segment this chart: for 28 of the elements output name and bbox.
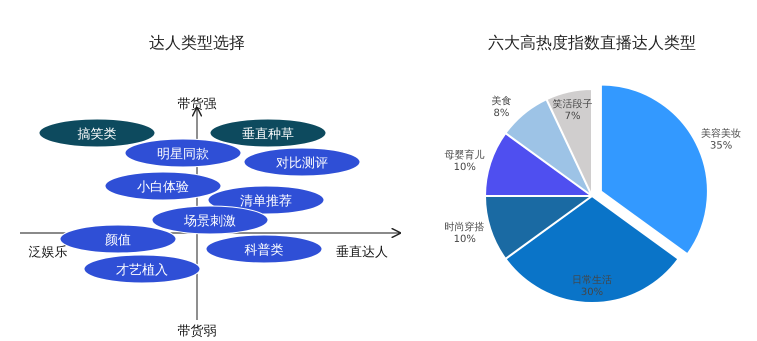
slice-label: 母婴育儿 [444, 148, 485, 161]
text: 垂直种草 [242, 127, 294, 142]
text: 带货弱 [178, 324, 216, 339]
text: 对比测评 [276, 156, 328, 171]
text: 泛娱乐 [28, 245, 68, 260]
data-label: 35% [710, 140, 732, 152]
data-label: 8% [493, 108, 510, 119]
slice-label: 笑活段子 [552, 98, 593, 110]
text: 达人类型选择 [149, 33, 245, 52]
text: 明星同款 [157, 147, 209, 162]
data-label: 7% [564, 111, 581, 122]
slice-label: 美食 [491, 94, 512, 107]
text: 才艺植入 [116, 263, 168, 278]
text: 带货强 [178, 97, 216, 112]
text: 垂直达人 [336, 245, 388, 260]
text: 颜值 [105, 233, 131, 248]
slice-label: 美容美妆 [701, 127, 742, 140]
chart-title: 六大高热度指数直播达人类型 [488, 33, 696, 52]
text: 搞笑类 [78, 127, 116, 142]
slice-label: 日常生活 [572, 274, 612, 286]
slice-label: 时尚穿搭 [444, 221, 485, 234]
data-label: 10% [454, 234, 476, 246]
data-label: 10% [454, 162, 476, 173]
text: 科普类 [244, 242, 284, 258]
text: 小白体验 [137, 180, 189, 195]
text: 清单推荐 [240, 194, 292, 209]
text: 场景刺激 [183, 214, 236, 229]
data-label: 30% [580, 287, 604, 298]
